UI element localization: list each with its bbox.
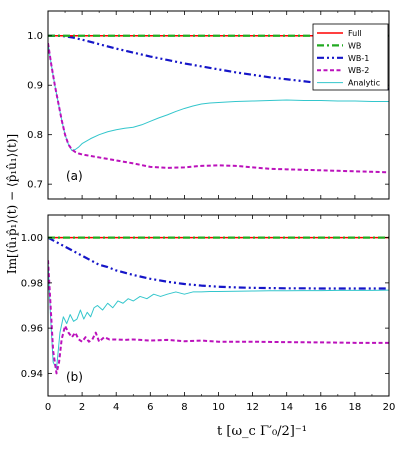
panel-a-y-tick-label: 1.0 [27, 31, 43, 42]
x-tick-label: 8 [181, 402, 187, 413]
x-axis-label: t [ω_c Γ′₀/2]⁻¹ [217, 424, 307, 439]
x-tick-label: 2 [79, 402, 85, 413]
legend-label-analytic: Analytic [348, 79, 380, 88]
x-tick-label: 4 [113, 402, 119, 413]
panel-b-label: (b) [66, 370, 83, 384]
panel-a-y-tick-label: 0.8 [27, 130, 43, 141]
panel-a-label: (a) [66, 169, 83, 183]
legend-label-wb: WB [348, 41, 361, 50]
x-tick-label: 16 [314, 402, 327, 413]
panel-b-series-wb-2 [48, 260, 389, 375]
x-tick-label: 20 [383, 402, 396, 413]
y-axis-label: Im[⟨û₁p̂₁⟩(t) − ⟨p̂₁û₁⟩(t)] [5, 134, 19, 274]
panel-b-frame [47, 214, 390, 397]
panel-b-y-tick-label: 0.94 [21, 369, 43, 380]
panel-b-y-tick-label: 0.96 [21, 324, 43, 335]
x-tick-label: 10 [212, 402, 225, 413]
legend-label-full: Full [348, 29, 362, 38]
x-tick-label: 0 [45, 402, 51, 413]
x-tick-label: 12 [246, 402, 259, 413]
legend-label-wb-2: WB-2 [348, 66, 369, 75]
x-tick-label: 6 [147, 402, 153, 413]
panel-b-y-tick-label: 1.00 [21, 233, 43, 244]
panel-a: 0.7 0.8 0.9 1.0 (a) Full WB WB-1 WB-2 Analytic [27, 10, 390, 200]
panel-b-series-wb-1 [48, 236, 389, 290]
legend-label-wb-1: WB-1 [348, 54, 369, 63]
legend: Full WB WB-1 WB-2 Analytic [312, 23, 389, 91]
panel-b-series-analytic [48, 260, 389, 370]
x-tick-label: 18 [349, 402, 362, 413]
panel-b-y-tick-label: 0.98 [21, 278, 43, 289]
panel-a-y-tick-label: 0.9 [27, 81, 43, 92]
panel-a-series-wb-2 [48, 43, 389, 174]
panel-a-y-tick-label: 0.7 [27, 180, 43, 191]
legend-box [312, 23, 389, 91]
panel-b: 0 2 4 6 8 10 12 14 16 18 20 0.94 0.96 0.98 1.00 (b) [21, 214, 396, 413]
x-tick-label: 14 [280, 402, 293, 413]
panel-a-series-analytic [48, 43, 389, 152]
